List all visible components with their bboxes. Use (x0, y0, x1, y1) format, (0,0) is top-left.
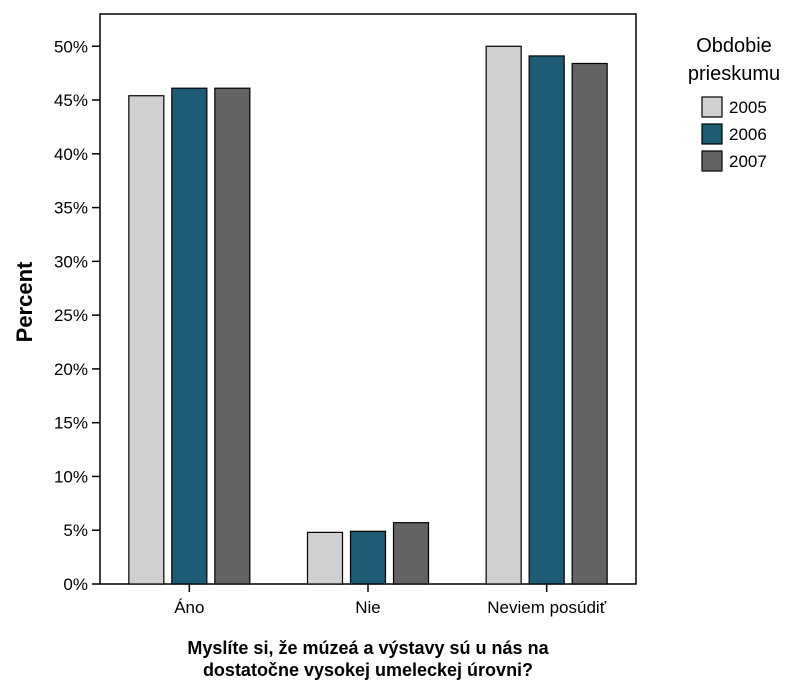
y-tick-label: 5% (63, 521, 88, 540)
y-tick-label: 35% (54, 199, 88, 218)
bar-2006-1 (349, 530, 387, 585)
x-tick-label: Áno (174, 598, 204, 617)
legend-label-2006: 2006 (729, 125, 767, 144)
y-tick-label: 25% (54, 306, 88, 325)
x-axis-label-line-1: Myslíte si, že múzeá a výstavy sú u nás … (187, 638, 549, 658)
legend-title-line-2: prieskumu (688, 63, 780, 85)
y-tick-label: 10% (54, 467, 88, 486)
legend-swatch-2006 (701, 123, 723, 145)
bar-2005-2 (485, 45, 522, 585)
bar-2007-2 (571, 62, 608, 585)
bars-group (128, 45, 608, 585)
bar-2007-1 (392, 522, 430, 585)
x-tick-label: Neviem posúdiť (487, 598, 606, 617)
y-tick-label: 20% (54, 360, 88, 379)
y-tick-label: 50% (54, 37, 88, 56)
y-tick-label: 45% (54, 91, 88, 110)
y-tick-label: 30% (54, 252, 88, 271)
y-axis: 0% 5% 10% 15% 20% 25% 30% 35% 40% 45% 50% (54, 37, 100, 594)
x-tick-label: Nie (355, 598, 381, 617)
y-tick-label: 40% (54, 145, 88, 164)
bar-2007-0 (214, 87, 251, 585)
y-tick-label: 15% (54, 414, 88, 433)
bar-2005-0 (128, 95, 165, 585)
x-axis-label-line-2: dostatočne vysokej umeleckej úrovni? (203, 660, 533, 680)
bar-2005-1 (306, 531, 344, 585)
y-axis-label: Percent (12, 261, 37, 342)
x-axis: Áno Nie Neviem posúdiť (174, 584, 607, 617)
legend-swatch-2005 (701, 96, 723, 118)
bar-2006-0 (171, 87, 208, 585)
legend: Obdobie prieskumu 2005 2006 2007 (688, 35, 780, 172)
legend-swatch-2007 (701, 150, 723, 172)
bar-2006-2 (528, 55, 565, 585)
y-tick-label: 0% (63, 575, 88, 594)
legend-title-line-1: Obdobie (696, 35, 772, 57)
legend-label-2005: 2005 (729, 98, 767, 117)
legend-label-2007: 2007 (729, 152, 767, 171)
